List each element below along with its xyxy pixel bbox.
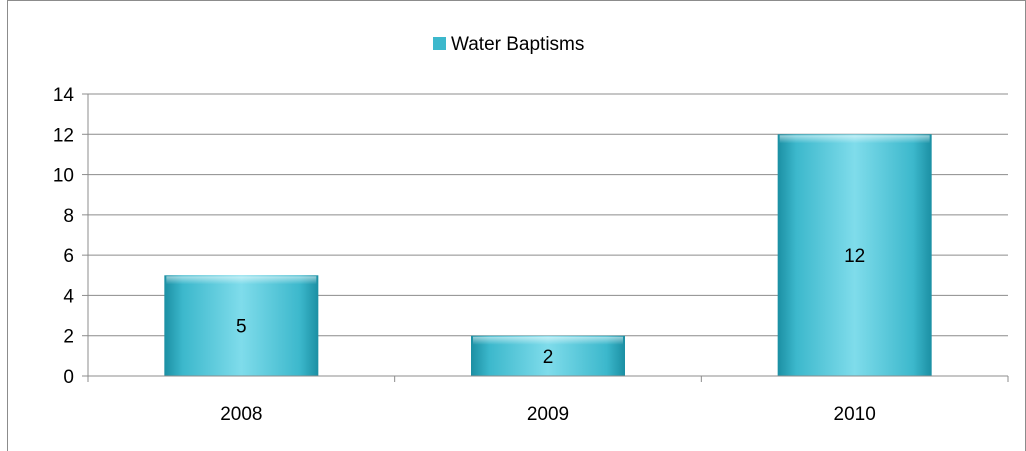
- y-tick-label-0: 0: [63, 367, 74, 388]
- bar-2008: 5: [164, 275, 319, 376]
- y-tick-label-10: 10: [53, 166, 74, 187]
- y-tick-label-2: 2: [63, 327, 74, 348]
- x-tick-label-2009: 2009: [527, 404, 569, 425]
- bar-highlight-2008: [166, 276, 317, 285]
- bar-rect-2010: [777, 134, 932, 376]
- y-tick-label-8: 8: [63, 206, 74, 227]
- y-tick-label-4: 4: [63, 286, 74, 307]
- bar-2010: 12: [777, 134, 932, 376]
- data-label-2010: 12: [844, 246, 865, 267]
- bar-highlight-2010: [779, 135, 930, 144]
- bar-2009: 2: [471, 335, 625, 376]
- data-label-2008: 5: [236, 317, 247, 338]
- data-label-2009: 2: [543, 347, 554, 368]
- bar-rect-2008: [164, 275, 319, 376]
- y-tick-label-14: 14: [53, 85, 75, 106]
- y-tick-label-12: 12: [53, 125, 74, 146]
- y-axis-ticks: 0 2 4 6 8 10 12 14: [53, 85, 89, 388]
- x-tick-label-2010: 2010: [834, 404, 876, 425]
- legend-label-water-baptisms: Water Baptisms: [451, 34, 584, 55]
- x-axis: 2008 2009 2010: [87, 375, 1009, 425]
- legend: Water Baptisms: [433, 34, 584, 55]
- y-tick-label-6: 6: [63, 246, 74, 267]
- bar-highlight-2009: [473, 336, 623, 345]
- x-tick-label-2008: 2008: [220, 404, 262, 425]
- bars: 5 2 12: [164, 134, 932, 376]
- legend-swatch-water-baptisms: [433, 37, 446, 50]
